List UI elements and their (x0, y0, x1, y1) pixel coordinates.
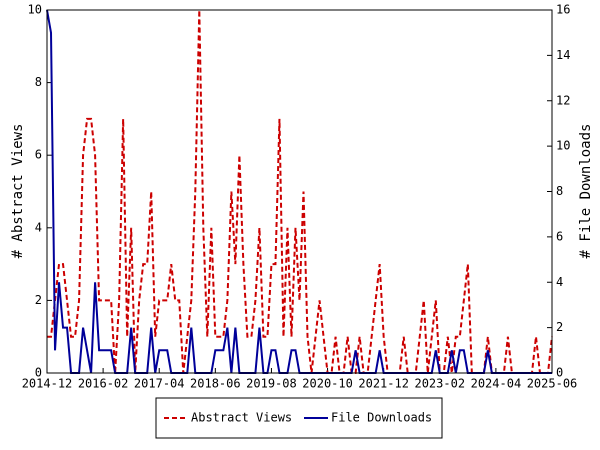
y-axis-label: # Abstract Views (10, 124, 26, 259)
y-tick-label: 2 (35, 293, 42, 307)
legend-box (155, 397, 443, 439)
x-tick-label: 2014-12 (22, 377, 73, 391)
y2-tick-label: 16 (556, 3, 570, 17)
x-tick-label: 2019-08 (246, 377, 297, 391)
y2-tick-label: 8 (556, 184, 563, 198)
y-tick-label: 10 (28, 3, 42, 17)
y2-tick-label: 10 (556, 139, 570, 153)
line-series (47, 9, 553, 374)
x-tick-label: 2020-10 (302, 377, 353, 391)
x-tick-label: 2025-06 (527, 377, 578, 391)
legend-label: File Downloads (331, 411, 432, 425)
x-tick-label: 2016-02 (78, 377, 129, 391)
x-tick-label: 2017-04 (134, 377, 185, 391)
y2-tick-label: 12 (556, 93, 570, 107)
y-tick-label: 4 (35, 220, 42, 234)
y2-tick-label: 4 (556, 275, 563, 289)
y2-tick-label: 14 (556, 48, 570, 62)
plot-frame (46, 9, 553, 374)
y-tick-label: 0 (35, 366, 42, 380)
y2-tick-label: 0 (556, 366, 563, 380)
y-tick-label: 6 (35, 148, 42, 162)
x-tick-label: 2018-06 (190, 377, 241, 391)
x-tick-label: 2021-12 (358, 377, 409, 391)
x-tick-label: 2024-04 (471, 377, 522, 391)
legend-label: Abstract Views (191, 411, 292, 425)
y2-axis-label: # File Downloads (578, 124, 594, 259)
y2-tick-label: 6 (556, 229, 563, 243)
x-tick-label: 2023-02 (414, 377, 465, 391)
y2-tick-label: 2 (556, 320, 563, 334)
y-tick-label: 8 (35, 75, 42, 89)
